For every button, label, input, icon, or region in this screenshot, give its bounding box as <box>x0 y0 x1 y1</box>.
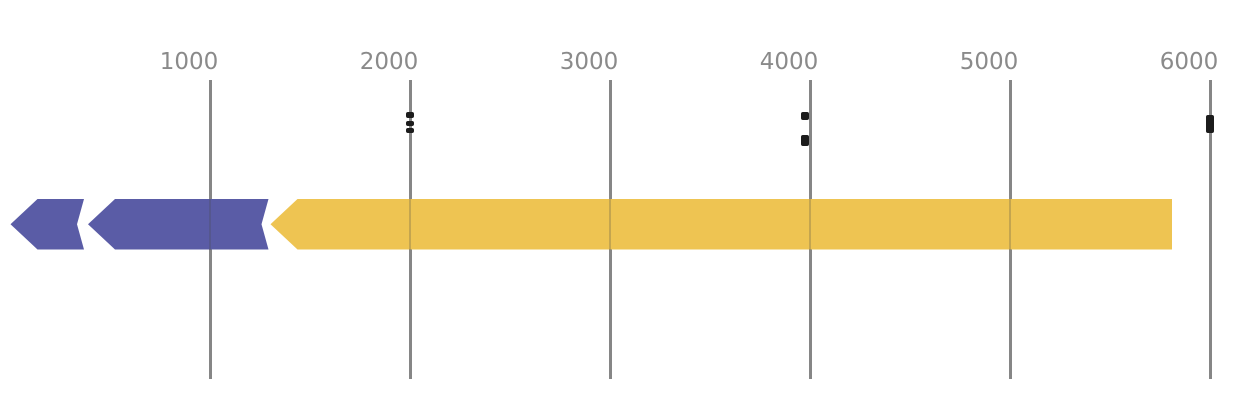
gene-arrow-feature-1 <box>10 199 84 250</box>
gridline-through-arrow <box>608 199 612 250</box>
label-mark <box>801 112 809 120</box>
axis-tick-label-3000: 3000 <box>559 49 619 75</box>
gridline-through-arrow <box>808 199 812 250</box>
axis-tick-label-2000: 2000 <box>359 49 419 75</box>
label-mark <box>406 112 414 118</box>
gridline-through-arrow <box>1008 199 1012 250</box>
gene-arrow-feature-2 <box>88 199 269 250</box>
axis-tick-label-4000: 4000 <box>759 49 819 75</box>
label-mark <box>406 121 414 126</box>
axis-tick-label-1000: 1000 <box>159 49 219 75</box>
label-mark <box>1206 115 1214 133</box>
gridline-through-arrow <box>408 199 412 250</box>
label-mark <box>406 128 414 133</box>
gridline-6000 <box>1209 80 1212 379</box>
gridline-through-arrow <box>208 199 212 250</box>
axis-tick-label-6000: 6000 <box>1159 49 1219 75</box>
label-mark <box>801 135 809 146</box>
axis-tick-label-5000: 5000 <box>959 49 1019 75</box>
gene-arrow-feature-3 <box>270 199 1172 250</box>
